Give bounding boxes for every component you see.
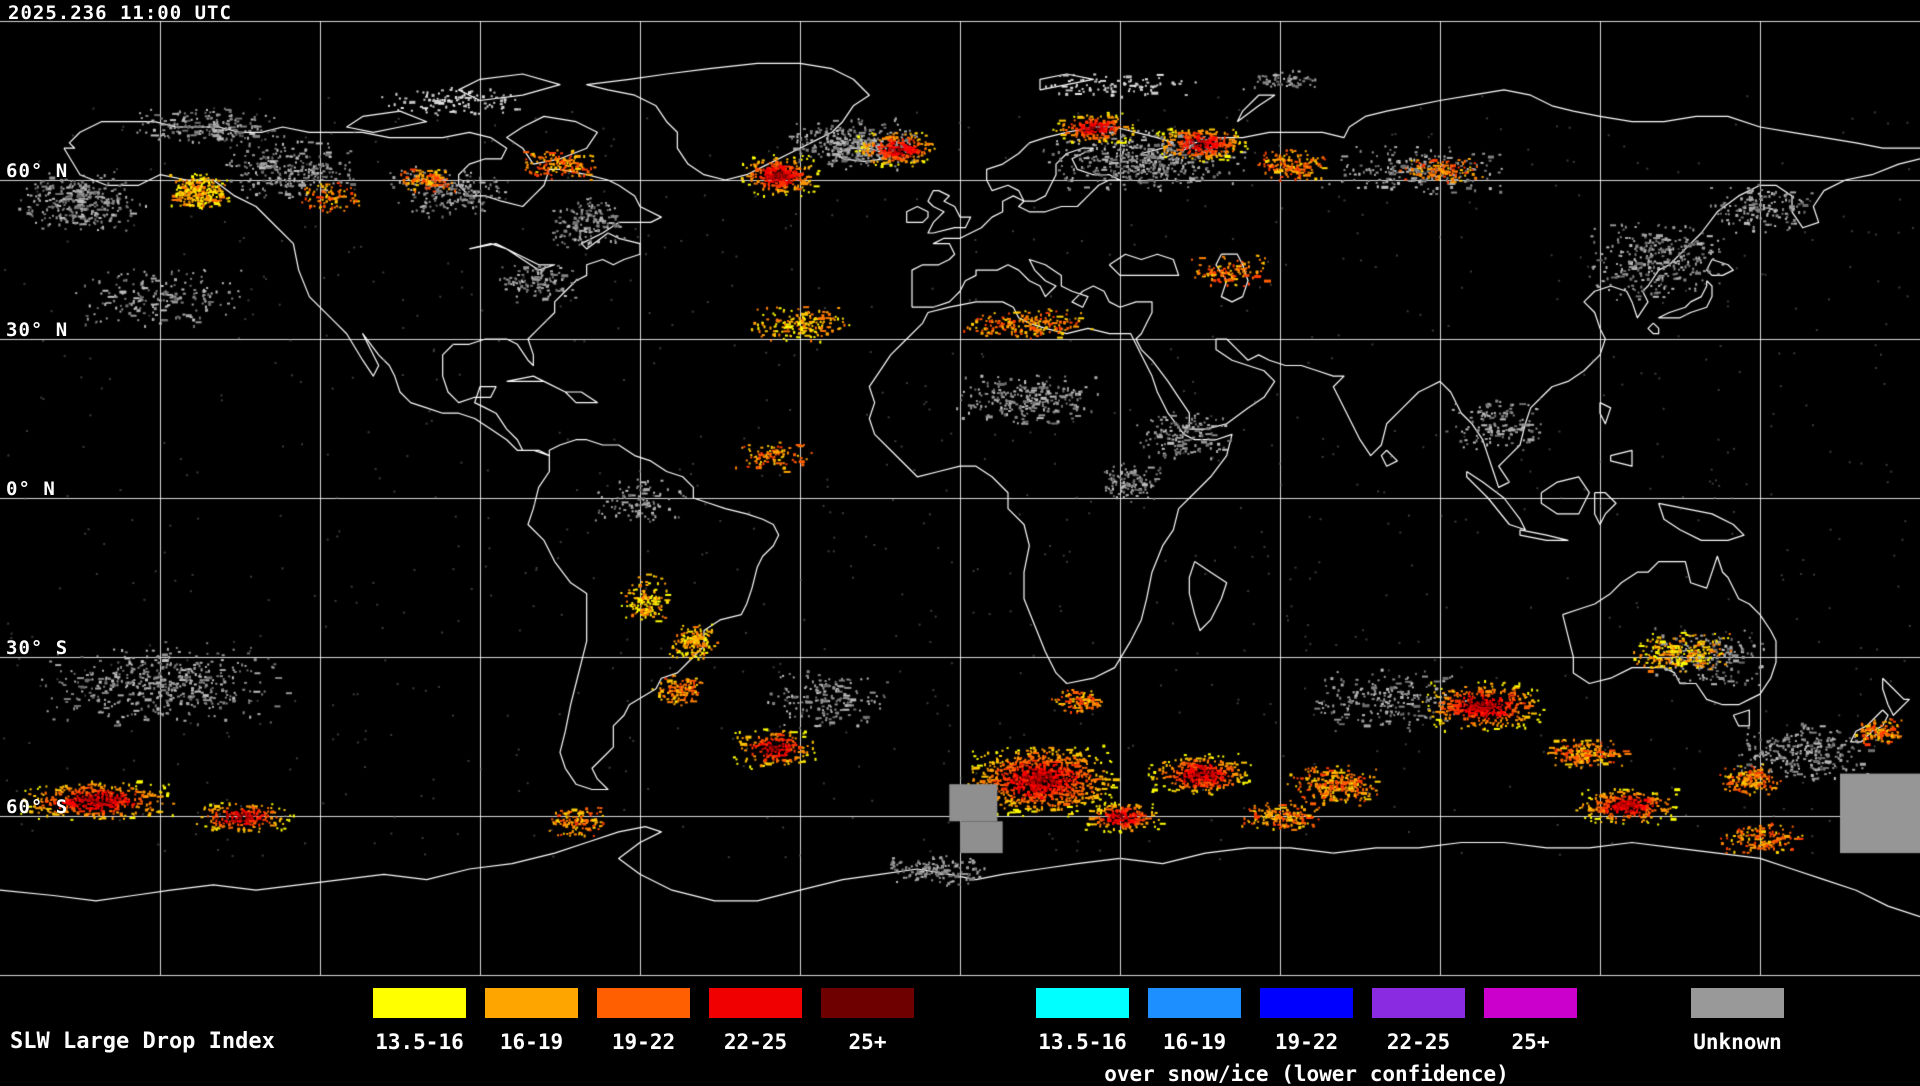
lat-label: 30° S [6, 637, 69, 659]
legend-snow-ice-caption: over snow/ice (lower confidence) [1104, 1062, 1509, 1086]
legend-swatch [1036, 988, 1129, 1018]
legend-item: 25+ [821, 988, 914, 1054]
legend-item-label: 22-25 [723, 1030, 788, 1054]
legend-item: 13.5-16 [373, 988, 466, 1054]
lat-label: 0° N [6, 478, 56, 500]
legend-item: 22-25 [1372, 988, 1465, 1054]
legend-swatch [373, 988, 466, 1018]
legend-item-label: Unknown [1693, 1030, 1782, 1054]
legend-group-primary: 13.5-16 16-19 19-22 22-25 25+ [373, 988, 914, 1054]
legend-swatch [1484, 988, 1577, 1018]
legend-item: 22-25 [709, 988, 802, 1054]
legend-item-label: 16-19 [1162, 1030, 1227, 1054]
legend-item-label: 22-25 [1386, 1030, 1451, 1054]
legend-item-label: 19-22 [1274, 1030, 1339, 1054]
legend-swatch [1148, 988, 1241, 1018]
legend-item-label: 19-22 [611, 1030, 676, 1054]
legend-item: 25+ [1484, 988, 1577, 1054]
legend-swatch [1260, 988, 1353, 1018]
legend-item: 19-22 [1260, 988, 1353, 1054]
lat-label: 60° N [6, 160, 69, 182]
timestamp: 2025.236 11:00 UTC [8, 2, 232, 24]
legend-item-label: 13.5-16 [1038, 1030, 1127, 1054]
legend-item: Unknown [1691, 988, 1784, 1054]
legend-item-label: 25+ [1511, 1030, 1550, 1054]
legend-item: 16-19 [1148, 988, 1241, 1054]
legend-item: 13.5-16 [1036, 988, 1129, 1054]
legend-item: 19-22 [597, 988, 690, 1054]
legend-swatch [709, 988, 802, 1018]
lat-label: 60° S [6, 796, 69, 818]
legend-swatch [821, 988, 914, 1018]
legend-swatch [1372, 988, 1465, 1018]
legend-item: 16-19 [485, 988, 578, 1054]
legend-group-unknown: Unknown [1691, 988, 1784, 1054]
lat-label: 30° N [6, 319, 69, 341]
legend-title: SLW Large Drop Index [10, 1029, 275, 1054]
legend-item-label: 16-19 [499, 1030, 564, 1054]
legend-swatch [485, 988, 578, 1018]
legend-item-label: 13.5-16 [375, 1030, 464, 1054]
legend-item-label: 25+ [848, 1030, 887, 1054]
legend-swatch [1691, 988, 1784, 1018]
legend-group-snow-ice: 13.5-16 16-19 19-22 22-25 25+ over snow/… [1036, 988, 1577, 1086]
legend-swatch [597, 988, 690, 1018]
legend-bar: SLW Large Drop Index 13.5-16 16-19 19-22… [0, 985, 1920, 1086]
